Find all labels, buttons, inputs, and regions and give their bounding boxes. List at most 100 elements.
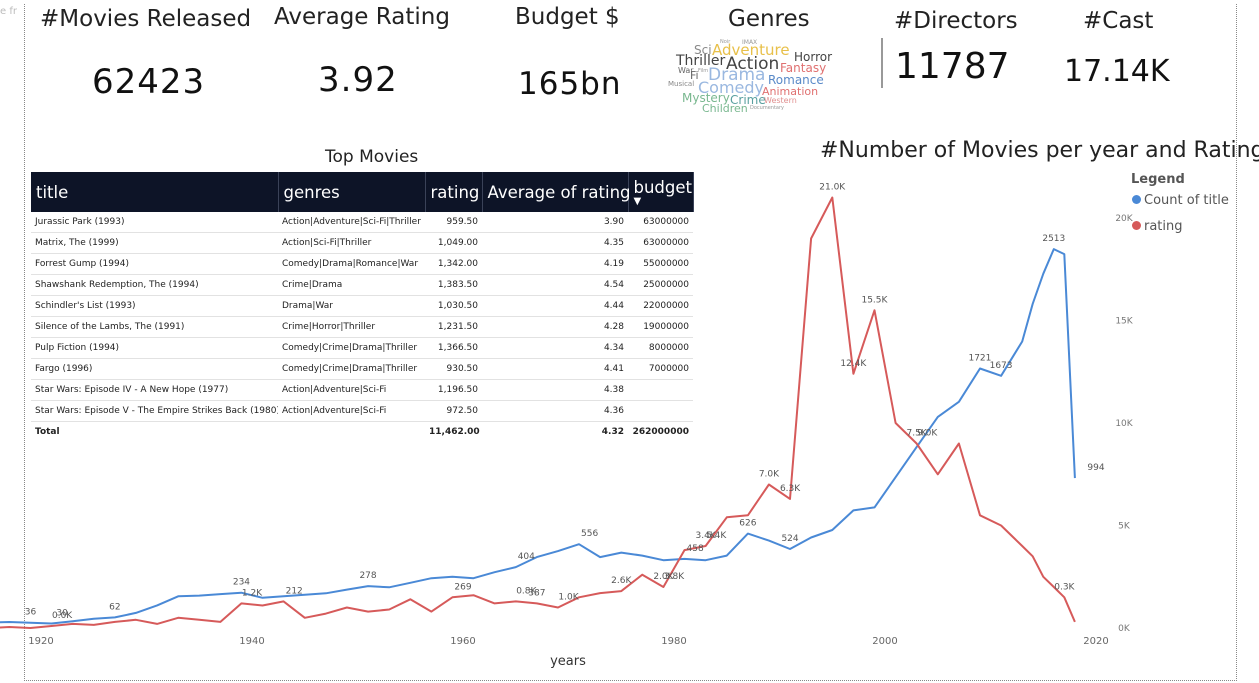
table-total-row[interactable]: Total 11,462.00 4.32 262000000 (31, 421, 693, 442)
data-label: 62 (109, 602, 120, 612)
column-header-average-rating[interactable]: Average of rating (482, 172, 631, 212)
legend-item-rating[interactable]: rating (1132, 219, 1183, 234)
table-cell-rating: 1,366.50 (425, 337, 482, 359)
table-cell-genres: Action|Sci-Fi|Thriller (278, 232, 425, 254)
column-header-rating[interactable]: rating (425, 172, 483, 212)
data-label: 3.4K (696, 531, 717, 541)
table-row[interactable]: Jurassic Park (1993) Action|Adventure|Sci… (31, 212, 693, 233)
table-row[interactable]: Fargo (1996) Comedy|Crime|Drama|Thriller 9… (31, 358, 693, 380)
table-cell-average-of-rating: 4.38 (482, 379, 628, 401)
wordcloud-word: Mystery (682, 91, 730, 105)
table-cell-title: Star Wars: Episode V - The Empire Strike… (31, 400, 278, 422)
table-cell-budget: 7000000 (628, 358, 693, 380)
kpi-movies-title: #Movies Released (40, 6, 252, 32)
table-cell-title: Jurassic Park (1993) (31, 212, 278, 233)
table-cell-rating: 1,049.00 (425, 232, 482, 254)
column-header-budget[interactable]: budget ▼ (628, 172, 694, 212)
data-label: 524 (781, 534, 798, 544)
table-cell-genres: Comedy|Crime|Drama|Thriller (278, 358, 425, 380)
data-label: 1721 (968, 354, 991, 364)
legend-marker (1132, 195, 1141, 204)
table-row[interactable]: Forrest Gump (1994) Comedy|Drama|Romance|… (31, 253, 693, 275)
table-cell-title: Matrix, The (1999) (31, 232, 278, 254)
table-cell-title: Shawshank Redemption, The (1994) (31, 274, 278, 296)
kpi-cast-value: 17.14K (1064, 54, 1170, 89)
table-cell-budget: 8000000 (628, 337, 693, 359)
y-tick-label: 0K (1118, 624, 1131, 634)
y-tick-label: 20K (1115, 214, 1133, 224)
table-cell-genres: Action|Adventure|Sci-Fi (278, 400, 425, 422)
table-cell-budget (628, 379, 693, 401)
x-tick-label: 2000 (872, 636, 897, 647)
table-cell-rating: 959.50 (425, 212, 482, 233)
wordcloud-word: Western (764, 96, 797, 105)
table-cell-average-of-rating: 3.90 (482, 212, 628, 233)
sort-descending-icon[interactable]: ▼ (633, 196, 642, 207)
wordcloud-word: Animation (762, 85, 819, 98)
table-cell-average-of-rating: 4.34 (482, 337, 628, 359)
data-label: 7.0K (759, 470, 780, 480)
wordcloud-word: Noir (720, 39, 731, 45)
top-movies-table: title genres rating Average of rating bu… (31, 172, 694, 442)
kpi-budget-value: 165bn (518, 66, 622, 102)
wordcloud-word: Horror (794, 50, 833, 64)
data-label: 1673 (990, 361, 1013, 371)
table-cell-average-of-rating: 4.35 (482, 232, 628, 254)
legend-item-count[interactable]: Count of title (1132, 193, 1229, 208)
data-label: 6.3K (780, 484, 801, 494)
wordcloud-word: Children (702, 102, 748, 115)
wordcloud-word: War (678, 66, 694, 75)
table-cell-title: Schindler's List (1993) (31, 295, 278, 317)
data-label: 387 (528, 588, 545, 598)
data-label: 212 (286, 586, 303, 596)
table-row[interactable]: Schindler's List (1993) Drama|War 1,030.50… (31, 295, 693, 317)
table-cell-title: Forrest Gump (1994) (31, 253, 278, 275)
data-label: 36 (25, 608, 37, 618)
x-tick-label: 1920 (28, 636, 53, 647)
chart-title: #Number of Movies per year and Ratings (820, 138, 1259, 163)
kpi-movies-value: 62423 (92, 62, 206, 102)
data-label: 21.0K (819, 183, 846, 193)
legend-label: Count of title (1144, 193, 1229, 208)
data-label: 30 (56, 608, 68, 618)
column-header-genres[interactable]: genres (278, 172, 426, 212)
data-label: 0.0K (52, 611, 73, 621)
table-cell-genres: Comedy|Drama|Romance|War (278, 253, 425, 275)
data-label: 626 (739, 519, 756, 529)
table-title: Top Movies (325, 147, 419, 167)
x-tick-label: 1960 (450, 636, 475, 647)
table-cell-title: Pulp Fiction (1994) (31, 337, 278, 359)
y-tick-label: 15K (1115, 317, 1133, 327)
data-label: 1.0K (558, 593, 579, 603)
column-header-title[interactable]: title (31, 172, 279, 212)
table-row[interactable]: Silence of the Lambs, The (1991) Crime|Ho… (31, 316, 693, 338)
table-row[interactable]: Pulp Fiction (1994) Comedy|Crime|Drama|Th… (31, 337, 693, 359)
table-cell-average-of-rating: 4.36 (482, 400, 628, 422)
y-tick-label: 5K (1118, 522, 1131, 532)
wordcloud-word: Romance (768, 73, 824, 87)
data-label: 269 (454, 582, 471, 592)
wordcloud-word: Adventure (712, 41, 790, 59)
wordcloud-word: Drama (708, 65, 766, 85)
x-axis-label: years (550, 654, 586, 669)
table-row[interactable]: Star Wars: Episode V - The Empire Strike… (31, 400, 693, 422)
data-label: 9.0K (917, 429, 938, 439)
table-cell-average-of-rating: 4.32 (482, 421, 628, 442)
table-row[interactable]: Star Wars: Episode IV - A New Hope (1977… (31, 379, 693, 401)
data-label: 278 (359, 571, 376, 581)
table-cell-average-of-rating: 4.19 (482, 253, 628, 275)
kpi-directors-value: 11787 (895, 46, 1010, 87)
table-cell-average-of-rating: 4.28 (482, 316, 628, 338)
data-label: 2.6K (611, 576, 632, 586)
table-cell-average-of-rating: 4.41 (482, 358, 628, 380)
data-label: 0.8K (516, 586, 537, 596)
table-cell-rating: 1,383.50 (425, 274, 482, 296)
table-row[interactable]: Matrix, The (1999) Action|Sci-Fi|Thriller… (31, 232, 693, 254)
data-label: 458 (687, 544, 704, 554)
column-header-budget-label: budget (633, 178, 693, 197)
table-row[interactable]: Shawshank Redemption, The (1994) Crime|Dr… (31, 274, 693, 296)
kpi-divider (881, 38, 883, 88)
table-cell-genres: Action|Adventure|Sci-Fi|Thriller (278, 212, 425, 233)
table-cell-rating: 1,030.50 (425, 295, 482, 317)
data-label: 1.2K (242, 588, 263, 598)
